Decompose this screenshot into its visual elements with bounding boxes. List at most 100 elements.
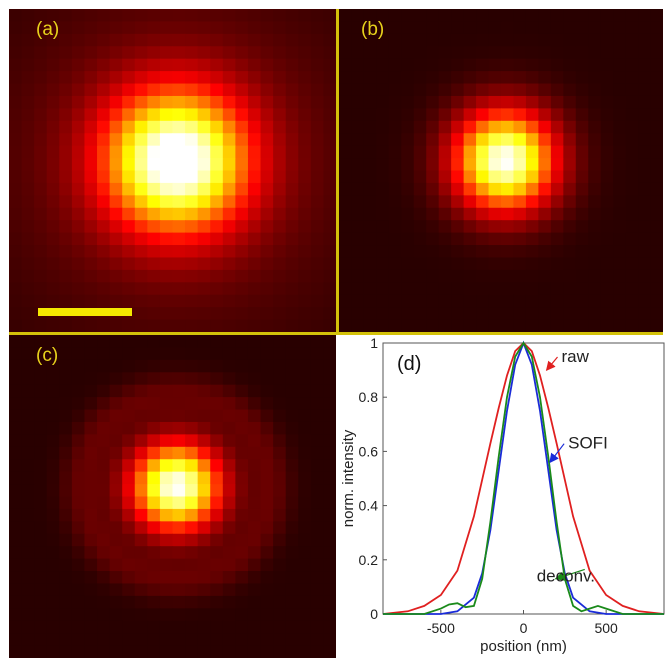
heatmap-cell — [222, 459, 236, 473]
heatmap-cell — [600, 9, 614, 23]
heatmap-cell — [210, 33, 224, 47]
heatmap-cell — [97, 83, 111, 97]
annotation-label: raw — [562, 347, 590, 366]
heatmap-cell — [351, 145, 365, 159]
heatmap-cell — [9, 33, 23, 47]
heatmap-cell — [388, 170, 402, 184]
heatmap-cell — [9, 269, 23, 283]
heatmap-cell — [285, 484, 299, 498]
heatmap-cell — [134, 372, 148, 386]
panel-b: (b) — [339, 9, 663, 332]
heatmap-cell — [147, 409, 161, 423]
heatmap-cell — [575, 21, 589, 35]
heatmap-cell — [34, 319, 48, 332]
heatmap-cell — [351, 133, 365, 147]
heatmap-cell — [210, 232, 224, 246]
heatmap-cell — [159, 220, 174, 234]
heatmap-cell — [298, 282, 312, 296]
heatmap-cell — [222, 182, 236, 196]
heatmap-cell — [323, 533, 336, 547]
heatmap-cell — [71, 133, 86, 147]
heatmap-cell — [613, 282, 627, 296]
heatmap-cell — [21, 71, 35, 85]
heatmap-cell — [376, 182, 390, 196]
heatmap-cell — [185, 294, 199, 308]
heatmap-cell — [285, 71, 299, 85]
heatmap-cell — [122, 245, 136, 259]
heatmap-cell — [513, 182, 527, 196]
heatmap-cell — [613, 95, 627, 109]
heatmap-cell — [210, 245, 224, 259]
heatmap-cell — [339, 9, 353, 23]
heatmap-cell — [222, 533, 236, 547]
heatmap-cell — [84, 21, 98, 35]
heatmap-cell — [147, 21, 161, 35]
heatmap-cell — [34, 282, 48, 296]
heatmap-cell — [235, 571, 249, 585]
heatmap-cell — [388, 282, 402, 296]
heatmap-cell — [298, 434, 312, 448]
heatmap-cell — [122, 282, 136, 296]
heatmap-cell — [59, 496, 73, 510]
heatmap-cell — [172, 558, 186, 572]
heatmap-cell — [9, 459, 23, 473]
heatmap-cell — [109, 571, 123, 585]
heatmap-cell — [285, 608, 299, 622]
heatmap-cell — [235, 46, 249, 60]
heatmap-cell — [185, 120, 199, 134]
annotation-label: SOFI — [568, 434, 608, 453]
heatmap-cell — [298, 220, 312, 234]
heatmap-cell — [451, 120, 465, 134]
heatmap-cell — [363, 21, 377, 35]
heatmap-cell — [260, 595, 274, 609]
heatmap-cell — [235, 558, 249, 572]
heatmap-cell — [172, 232, 186, 246]
heatmap-cell — [513, 58, 527, 72]
heatmap-cell — [9, 496, 23, 510]
heatmap-cell — [285, 496, 299, 510]
heatmap-cell — [575, 207, 589, 221]
heatmap-cell — [59, 195, 73, 209]
heatmap-cell — [147, 645, 161, 658]
heatmap-cell — [159, 620, 174, 634]
heatmap-cell — [172, 421, 186, 435]
heatmap-cell — [310, 46, 325, 60]
heatmap-cell — [210, 558, 224, 572]
heatmap-cell — [513, 95, 527, 109]
heatmap-cell — [59, 359, 73, 373]
heatmap-cell — [172, 446, 186, 460]
heatmap-cell — [84, 421, 98, 435]
heatmap-cell — [21, 645, 35, 658]
heatmap-cell — [172, 409, 186, 423]
heatmap-cell — [388, 245, 402, 259]
heatmap-cell — [122, 257, 136, 271]
heatmap-cell — [310, 108, 325, 122]
heatmap-cell — [650, 170, 663, 184]
heatmap-cell — [613, 170, 627, 184]
heatmap-cell — [46, 496, 60, 510]
heatmap-cell — [97, 446, 111, 460]
annotation-arrow — [545, 356, 558, 372]
heatmap-cell — [285, 620, 299, 634]
heatmap-cell — [122, 459, 136, 473]
heatmap-cell — [310, 633, 325, 647]
heatmap-cell — [363, 307, 377, 321]
heatmap-cell — [413, 46, 427, 60]
heatmap-cell — [613, 269, 627, 283]
heatmap-cell — [21, 372, 35, 386]
heatmap-cell — [134, 269, 148, 283]
heatmap-cell — [21, 120, 35, 134]
heatmap-cell — [513, 170, 527, 184]
heatmap-cell — [273, 294, 287, 308]
heatmap-cell — [210, 397, 224, 411]
heatmap-cell — [97, 645, 111, 658]
heatmap-cell — [388, 294, 402, 308]
heatmap-cell — [109, 257, 123, 271]
heatmap-cell — [97, 145, 111, 159]
heatmap-cell — [525, 245, 539, 259]
heatmap-cell — [413, 120, 427, 134]
heatmap-cell — [285, 335, 299, 349]
heatmap-cell — [97, 359, 111, 373]
heatmap-cell — [323, 558, 336, 572]
heatmap-cell — [501, 170, 515, 184]
